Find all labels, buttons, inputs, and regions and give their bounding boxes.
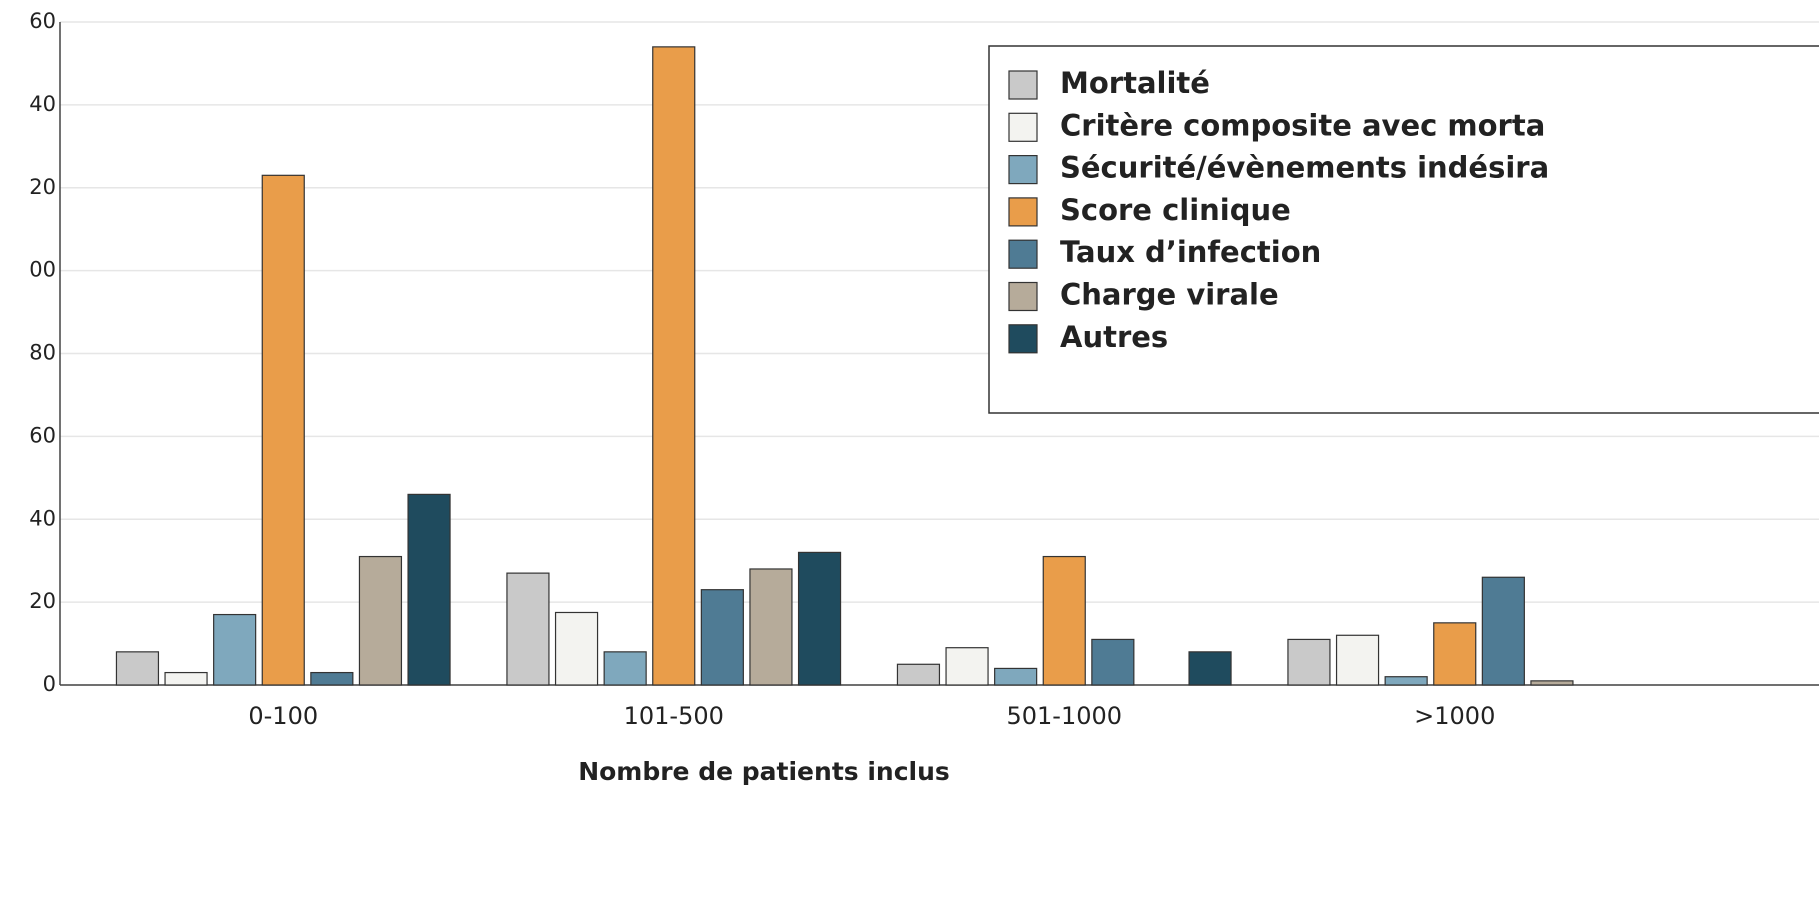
bar [700,589,744,686]
y-tick-label: 60 [29,9,56,33]
bar [407,493,451,686]
x-tick-label: 501-1000 [1006,702,1122,730]
bar [310,671,354,686]
legend-swatch [1008,112,1038,142]
bar [652,46,696,686]
x-axis-title: Nombre de patients inclus [578,757,950,786]
bar [1188,651,1232,686]
bar [115,651,160,686]
bar [213,613,257,686]
legend-swatch [1008,324,1038,354]
bar [994,667,1038,686]
bar [603,651,647,686]
bar [1384,676,1428,686]
legend-box [988,45,1819,414]
bar [506,572,550,686]
legend-label: Autres [1060,320,1168,354]
bar [554,611,599,686]
bar [1530,680,1574,686]
legend-label: Taux d’infection [1060,235,1321,269]
legend-label: Critère composite avec morta [1060,108,1545,142]
x-tick-label: 101-500 [624,702,724,730]
y-tick-label: 40 [29,506,56,530]
legend: Mortalité Critère composite avec morta Séc… [988,45,1819,414]
bar [1287,638,1331,686]
y-tick-label: 60 [29,423,56,447]
legend-label: Score clinique [1060,193,1291,227]
bar [1091,638,1135,686]
legend-swatch [1008,197,1038,227]
bar [749,568,793,686]
bar [1042,555,1086,686]
bar [1335,634,1380,686]
y-tick-label: 80 [29,341,56,365]
x-tick-label: >1000 [1414,702,1495,730]
bar [261,174,305,686]
y-tick-label: 40 [29,92,56,116]
bar [1433,622,1477,686]
legend-swatch [1008,155,1038,185]
legend-label: Sécurité/évènements indésira [1060,151,1549,185]
y-tick-label: 0 [43,672,56,696]
bar [797,551,842,686]
bar [164,671,208,686]
bar [358,555,403,686]
bar [896,663,941,686]
legend-swatch [1008,239,1038,269]
bar [945,647,989,686]
bar [1481,576,1525,686]
legend-swatch [1008,70,1038,100]
legend-swatch [1008,281,1038,312]
x-tick-label: 0-100 [248,702,318,730]
legend-label: Charge virale [1060,278,1279,312]
y-tick-label: 00 [29,258,56,282]
legend-label: Mortalité [1060,66,1210,100]
y-tick-label: 20 [29,589,56,613]
y-tick-label: 20 [29,175,56,199]
